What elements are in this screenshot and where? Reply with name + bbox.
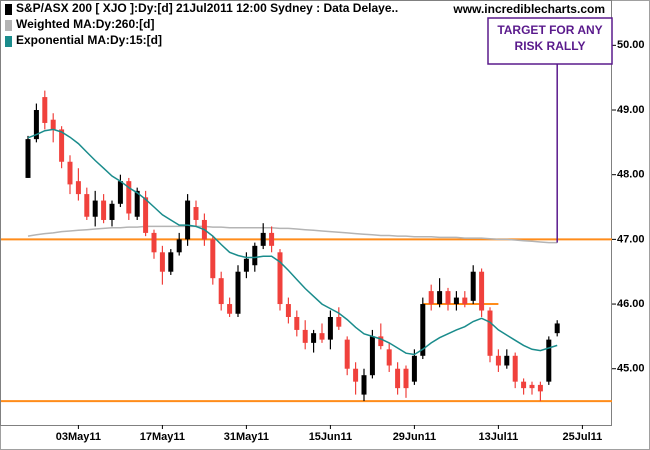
candle-body [59,129,65,162]
candle-body [168,252,174,272]
candle-body [487,310,493,356]
candle-body [495,355,501,366]
candle-body [353,368,359,382]
legend-label: S&P/ASX 200 [ XJO ]:Dy:[d] 21Jul2011 12:… [16,1,398,15]
candle-body [143,197,149,233]
candle-body [252,245,258,266]
candle-body [117,181,123,204]
candle-body [243,258,249,272]
candle-body [521,381,527,389]
y-tick-label: 46.00 [617,298,645,310]
candle-body [395,368,401,389]
candle-body [336,316,342,327]
candle-body [235,271,241,314]
candle-body [101,200,107,220]
candle-body [319,333,325,340]
x-tick-label: 31May11 [224,431,269,443]
candle-body [67,161,73,185]
candle-body [512,355,518,382]
candle-body [386,349,392,366]
candle-body [227,304,233,314]
candle-body [311,333,317,343]
candle-body [84,194,90,217]
candle-body [479,271,485,311]
legend-swatch [5,20,12,31]
candle-body [302,329,308,343]
candle-body [327,316,333,340]
candle-body [437,291,443,305]
y-tick-label: 48.00 [617,169,645,181]
candle-body [554,323,560,334]
y-tick-label: 50.00 [617,39,645,51]
candle-body [428,291,434,305]
ma-line [27,225,558,244]
watermark: www.incrediblecharts.com [452,2,605,16]
legend-swatch [5,36,12,47]
candle-body [361,375,367,395]
candle-body [92,200,98,217]
candle-body [403,368,409,389]
candle-body [344,339,350,369]
candle-body [25,139,31,178]
annotation-box [487,17,613,65]
candle-body [126,181,132,214]
candle-body [529,384,535,389]
candle-body [470,271,476,301]
x-tick-label: 25Jul11 [563,431,603,443]
x-tick-label: 03May11 [56,431,101,443]
candle-body [445,291,451,305]
candle-body [420,304,426,356]
candle-body [50,119,56,130]
legend-label: Exponential MA:Dy:15:[d] [16,33,162,47]
candle-body [269,232,275,246]
y-tick-label: 45.00 [617,363,645,375]
plot-frame [0,0,612,426]
candle-body [176,239,182,253]
candle-body [75,181,81,195]
y-tick-label: 49.00 [617,104,645,116]
candle-body [218,278,224,305]
candle-body [546,339,552,382]
legend-label: Weighted MA:Dy:260:[d] [16,17,154,31]
x-tick-label: 15Jun11 [309,431,352,443]
candle-body [260,232,266,246]
candle-body [134,190,140,217]
candle-body [462,297,468,305]
candle-body [378,336,384,347]
x-tick-label: 29Jun11 [393,431,436,443]
candle-body [285,304,291,317]
candle-body [537,384,543,392]
x-tick-label: 17May11 [140,431,185,443]
candle-body [151,232,157,253]
annotation-text: TARGET FOR ANY [497,23,602,37]
legend-swatch [5,4,12,15]
candle-body [210,239,216,279]
candle-body [193,207,199,220]
candle-body [453,297,459,305]
candle-body [109,203,115,220]
candle-body [33,110,39,140]
ma-line [27,128,558,356]
candle-body [159,252,165,272]
y-tick-label: 47.00 [617,233,645,245]
annotation-text: RISK RALLY [515,39,586,53]
x-tick-label: 13Jul11 [479,431,519,443]
candle-body [42,97,48,123]
candle-body [294,316,300,330]
candle-body [369,336,375,376]
candle-body [504,355,510,366]
candle-body [185,200,191,240]
candle-body [411,355,417,382]
candle-body [277,252,283,305]
